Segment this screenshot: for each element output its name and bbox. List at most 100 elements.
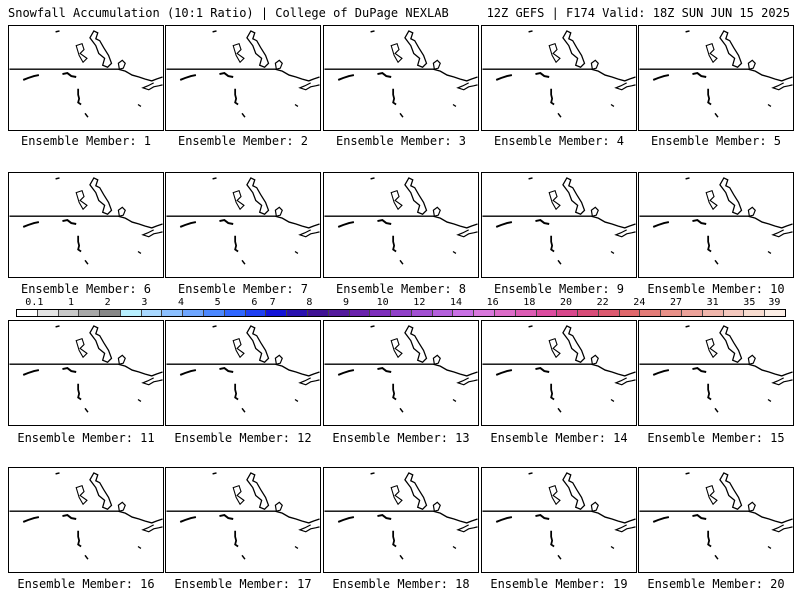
colorbar-tick-label: 20 (559, 297, 573, 308)
coastline-map (639, 325, 793, 413)
colorbar-swatch (515, 310, 537, 316)
colorbar-tick-label: 7 (269, 297, 276, 308)
map-panel (8, 467, 164, 573)
coastline-map (9, 177, 163, 265)
colorbar-tick-label: 39 (768, 297, 781, 308)
colorbar-swatch (744, 310, 766, 316)
coastline-map (166, 472, 320, 560)
colorbar-swatch (453, 310, 475, 316)
map-panel (638, 467, 794, 573)
colorbar-swatch (619, 310, 641, 316)
colorbar-swatch (349, 310, 371, 316)
ensemble-member-label: Ensemble Member: 5 (650, 134, 782, 148)
ensemble-member-label: Ensemble Member: 13 (332, 431, 470, 445)
ensemble-member-label: Ensemble Member: 10 (647, 282, 785, 296)
coastline-map (166, 177, 320, 265)
colorbar-swatch (204, 310, 225, 316)
colorbar-swatch (120, 310, 142, 316)
colorbar-swatch (37, 310, 59, 316)
snowfall-colorbar (16, 309, 786, 317)
map-panel (165, 467, 321, 573)
coastline-map (166, 325, 320, 413)
colorbar-tick-label: 6 (251, 297, 258, 308)
ensemble-member-label: Ensemble Member: 19 (490, 577, 628, 591)
map-panel (323, 25, 479, 131)
ensemble-member-label: Ensemble Member: 8 (335, 282, 467, 296)
coastline-map (639, 472, 793, 560)
colorbar-swatch (17, 310, 38, 316)
colorbar-tick-label: 0.1 (25, 297, 44, 308)
ensemble-member-label: Ensemble Member: 20 (647, 577, 785, 591)
map-panel (638, 320, 794, 426)
colorbar-swatch (598, 310, 620, 316)
coastline-map (639, 177, 793, 265)
ensemble-member-label: Ensemble Member: 12 (174, 431, 312, 445)
ensemble-member-label: Ensemble Member: 2 (177, 134, 309, 148)
map-panel (8, 172, 164, 278)
coastline-map (639, 30, 793, 118)
colorbar-tick-label: 3 (141, 297, 148, 308)
colorbar-swatch (370, 310, 392, 316)
colorbar-swatch (432, 310, 454, 316)
ensemble-member-label: Ensemble Member: 15 (647, 431, 785, 445)
colorbar-tick-label: 1 (67, 297, 75, 308)
coastline-map (166, 30, 320, 118)
colorbar-swatch (141, 310, 163, 316)
map-panel (165, 25, 321, 131)
colorbar-swatch (287, 310, 308, 316)
map-panel (638, 25, 794, 131)
colorbar-swatch (536, 310, 558, 316)
ensemble-member-label: Ensemble Member: 16 (17, 577, 155, 591)
colorbar-tick-label: 12 (413, 297, 426, 308)
map-panel (165, 172, 321, 278)
coastline-map (324, 30, 478, 118)
map-panel (323, 467, 479, 573)
colorbar-tick-label: 24 (633, 297, 646, 308)
colorbar-tick-label: 2 (104, 297, 111, 308)
colorbar-tick-label: 4 (177, 297, 185, 308)
colorbar-swatch (224, 310, 246, 316)
colorbar-swatch (640, 310, 662, 316)
colorbar-tick-label: 10 (376, 297, 389, 308)
map-panel (481, 172, 637, 278)
colorbar-tick-label: 18 (523, 297, 536, 308)
colorbar-tick-label: 5 (214, 297, 221, 308)
colorbar-tick-label: 22 (596, 297, 609, 308)
coastline-map (482, 177, 636, 265)
colorbar-swatch (391, 310, 412, 316)
colorbar-swatch (494, 310, 516, 316)
map-panel (323, 172, 479, 278)
map-panel (638, 172, 794, 278)
colorbar-swatch (328, 310, 350, 316)
colorbar-tick-label: 9 (342, 297, 350, 308)
map-panel (165, 320, 321, 426)
colorbar-tick-label: 35 (743, 297, 756, 308)
coastline-map (482, 472, 636, 560)
colorbar-swatch (411, 310, 433, 316)
colorbar-swatch (79, 310, 101, 316)
map-title: Snowfall Accumulation (10:1 Ratio) | Col… (8, 6, 449, 20)
coastline-map (9, 472, 163, 560)
map-panel (481, 467, 637, 573)
colorbar-tick-label: 8 (306, 297, 313, 308)
coastline-map (482, 30, 636, 118)
map-panel (8, 320, 164, 426)
model-run-info: 12Z GEFS | F174 Valid: 18Z SUN JUN 15 20… (486, 6, 790, 20)
map-panel (8, 25, 164, 131)
colorbar-tick-label: 27 (669, 297, 683, 308)
map-panel (481, 320, 637, 426)
coastline-map (324, 472, 478, 560)
ensemble-member-label: Ensemble Member: 4 (493, 134, 625, 148)
colorbar-swatch (661, 310, 682, 316)
colorbar-labels: 0.1 1 2 3 4 5 6 7 8 9 10 12 14 16 18 20 22 24 27 31 35 39 (16, 297, 786, 309)
colorbar-swatch (245, 310, 267, 316)
coastline-map (324, 325, 478, 413)
ensemble-member-label: Ensemble Member: 6 (20, 282, 152, 296)
ensemble-member-label: Ensemble Member: 1 (20, 134, 152, 148)
colorbar-swatch (307, 310, 329, 316)
coastline-map (324, 177, 478, 265)
colorbar-swatch (557, 310, 579, 316)
ensemble-member-label: Ensemble Member: 9 (493, 282, 625, 296)
colorbar-tick-label: 31 (706, 297, 719, 308)
coastline-map (9, 30, 163, 118)
